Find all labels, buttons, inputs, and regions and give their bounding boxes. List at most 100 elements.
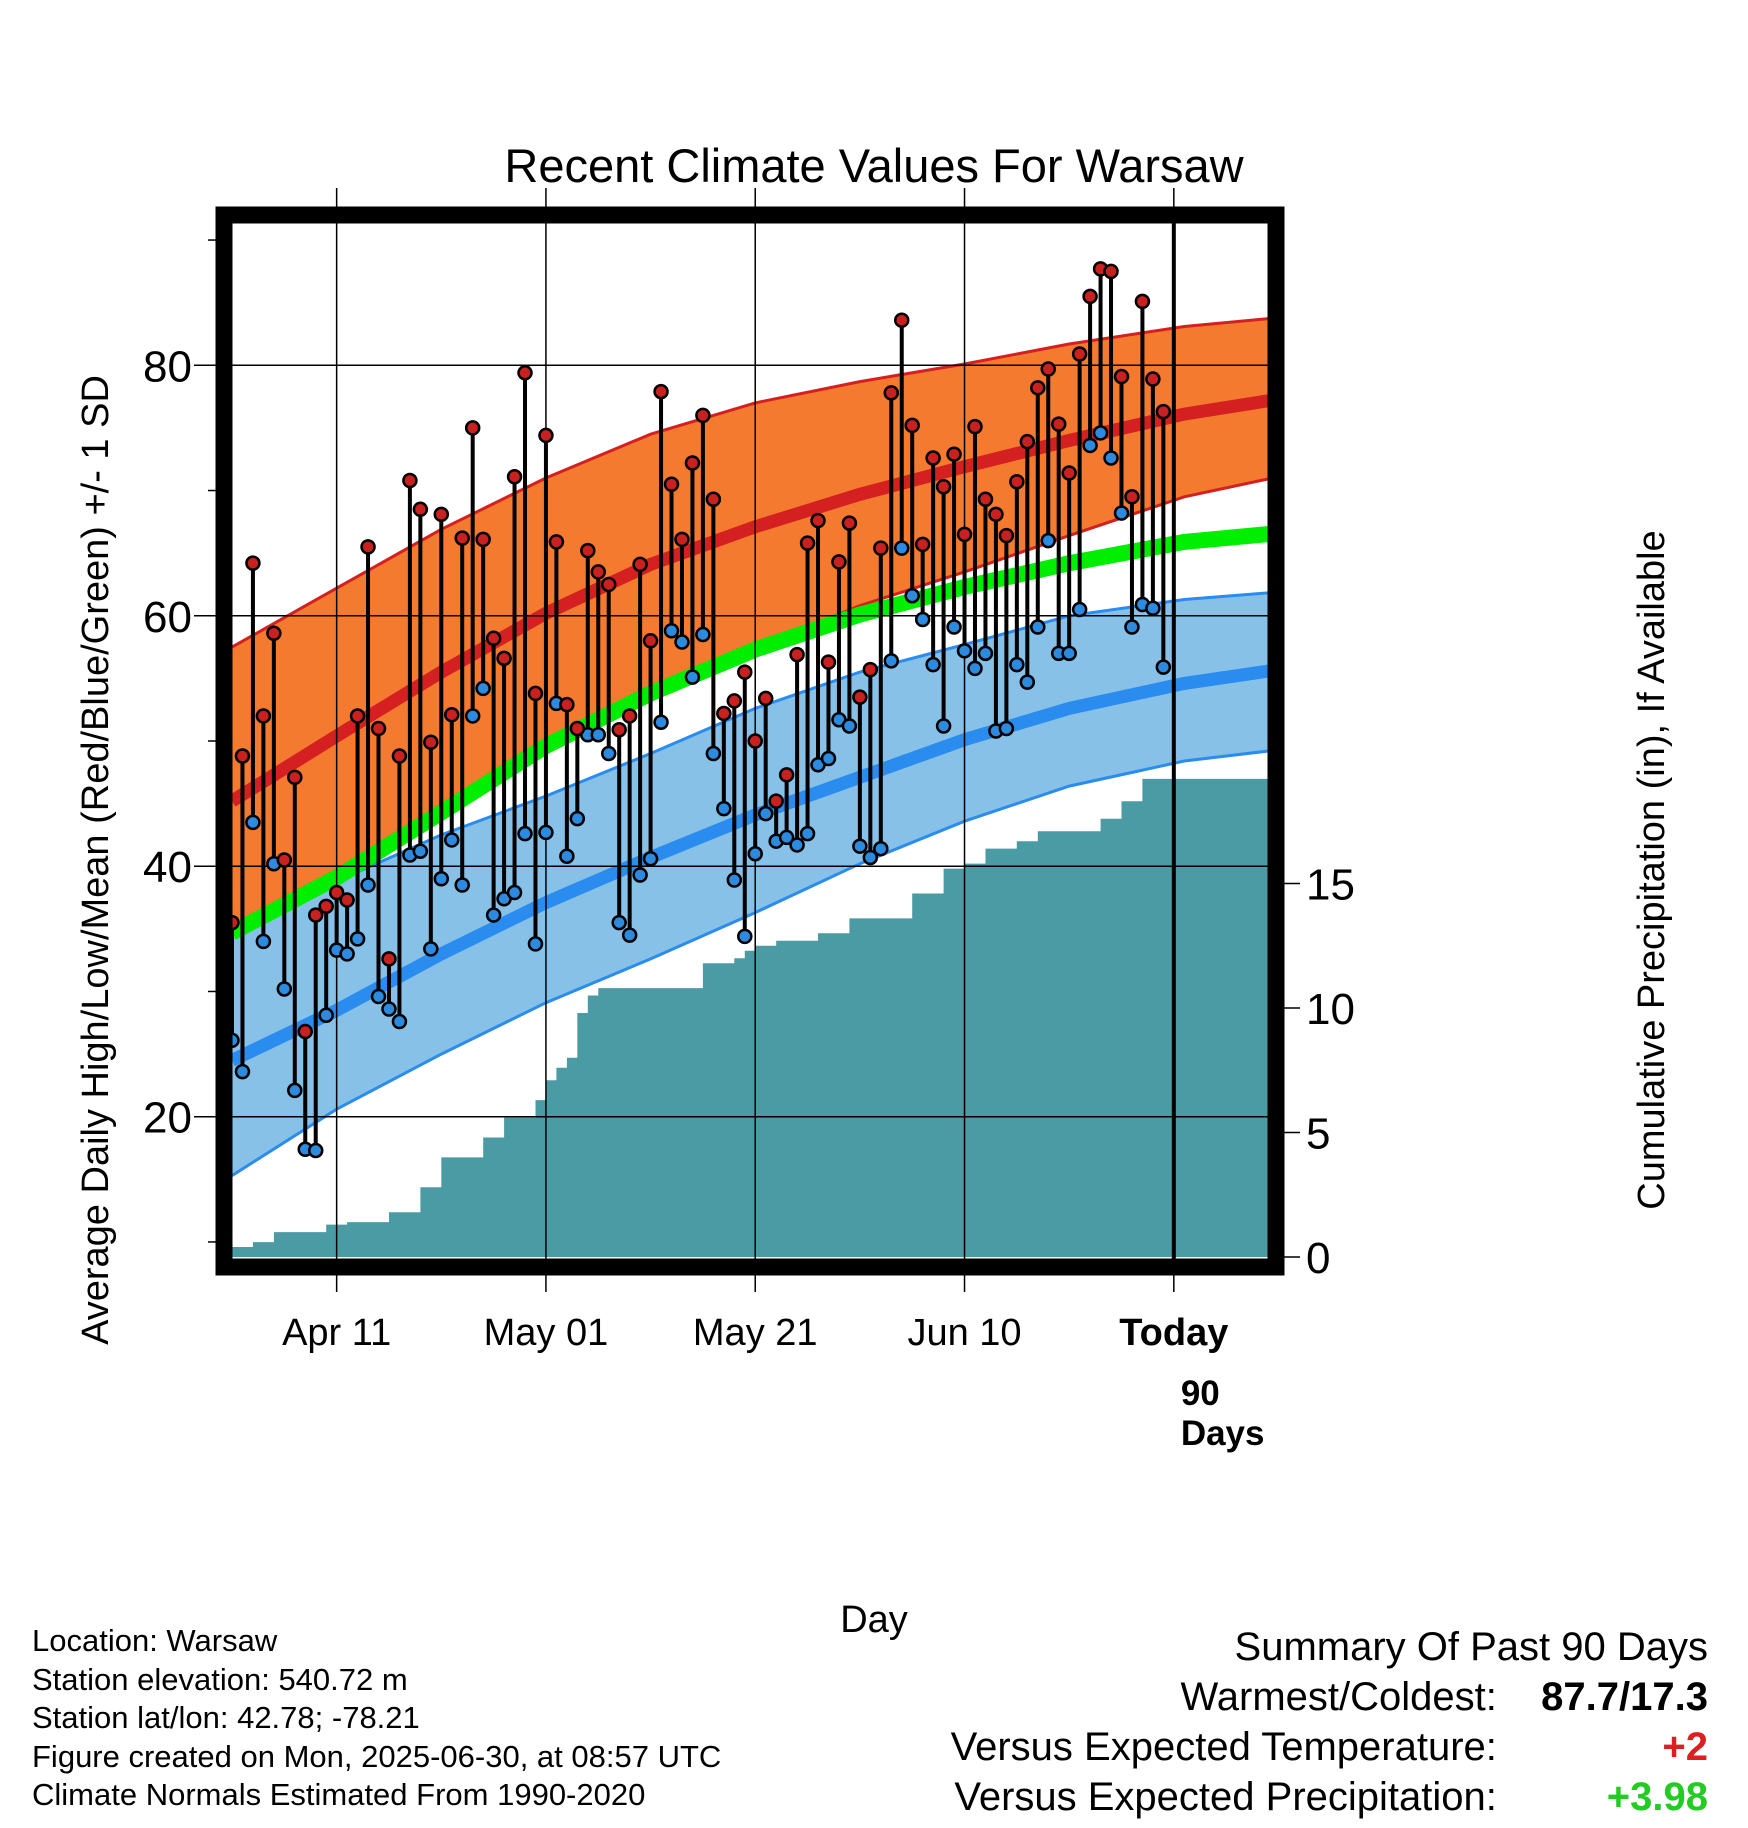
low-point [517,825,533,842]
low-point [454,877,470,893]
station-info: Location: Warsaw Station elevation: 540.… [32,1622,721,1815]
high-point [318,898,334,915]
high-point [1145,371,1161,387]
high-point [810,512,826,529]
high-point [768,793,784,809]
low-point [485,907,502,923]
low-point [705,745,722,762]
data-layer [224,261,1172,1159]
high-point [1082,288,1098,305]
low-point [276,981,293,997]
high-point [726,693,743,709]
y2-tick-label: 5 [1306,1110,1330,1159]
high-point [475,531,491,548]
low-point [799,825,816,842]
high-point [266,625,282,642]
high-point [1071,346,1088,362]
low-point [946,619,962,635]
low-point [245,814,261,831]
high-point [1124,489,1140,505]
today-marker-label: Days [1181,1414,1265,1453]
high-point [433,506,450,523]
high-point [412,501,429,518]
low-point [590,726,607,743]
low-point [1009,656,1025,673]
low-point [967,660,983,677]
high-point [1061,465,1077,481]
high-point [349,708,366,724]
high-point [1155,403,1172,420]
high-point [1113,368,1130,385]
high-point [548,534,565,550]
low-point [444,832,460,848]
low-point [684,669,701,685]
low-point [663,623,680,639]
high-point [705,491,722,508]
high-point [716,705,732,722]
low-point [914,611,931,628]
low-point [1061,645,1077,662]
high-point [381,951,397,967]
high-point [1040,361,1056,377]
low-point [234,1063,251,1080]
low-point [1092,425,1109,441]
y2-tick-label: 0 [1306,1234,1330,1283]
high-point [287,769,303,786]
x-tick-label: Today [1119,1312,1228,1354]
low-point [621,927,638,943]
low-point [695,626,711,643]
low-point [1113,505,1130,521]
low-point [935,718,952,734]
high-point [674,531,690,548]
low-point [600,745,617,762]
warmest-coldest-value: 87.7/17.3 [1541,1675,1708,1719]
low-point [747,845,763,862]
low-point [1071,601,1088,618]
temp-departure-row: Versus Expected Temperature: +2 [808,1722,1708,1772]
high-point [600,576,617,593]
high-point [621,708,638,724]
precip-departure-value: +3.98 [1606,1775,1708,1819]
high-point [653,383,669,400]
y2-axis-title: Cumulative Precipitation (in), If Availa… [1631,530,1673,1209]
location-text: Location: Warsaw [32,1623,278,1658]
low-point [255,933,272,950]
high-point [737,664,753,680]
high-point [1009,474,1025,490]
low-point [925,656,941,673]
normals-text: Climate Normals Estimated From 1990-2020 [32,1777,646,1812]
low-point [1103,450,1119,466]
low-point [1145,600,1161,616]
created-text: Figure created on Mon, 2025-06-30, at 08… [32,1738,722,1774]
low-point [956,643,973,659]
low-point [883,653,900,669]
high-point [642,633,659,649]
low-point [1082,437,1098,454]
high-point [276,852,293,868]
high-point [517,365,533,381]
low-point [1155,659,1172,675]
high-point [956,526,973,543]
low-point [433,871,450,887]
low-point [527,936,544,952]
high-point [820,654,837,670]
low-point [569,810,586,827]
x-tick-label: May 01 [484,1312,609,1354]
high-point [967,418,983,435]
high-point [831,554,847,570]
high-point [935,479,952,495]
low-point [381,1001,397,1017]
low-point [1124,619,1140,635]
precip-departure-row: Versus Expected Precipitation: +3.98 [808,1772,1708,1822]
high-point [789,646,805,663]
x-axis-title: Day [840,1599,908,1641]
warmest-coldest-row: Warmest/Coldest: 87.7/17.3 [808,1672,1709,1722]
low-point [611,914,627,931]
low-point [841,718,858,734]
high-point [328,884,345,901]
high-point [506,468,523,485]
high-point [1050,416,1067,432]
y2-tick-label: 10 [1306,985,1355,1034]
